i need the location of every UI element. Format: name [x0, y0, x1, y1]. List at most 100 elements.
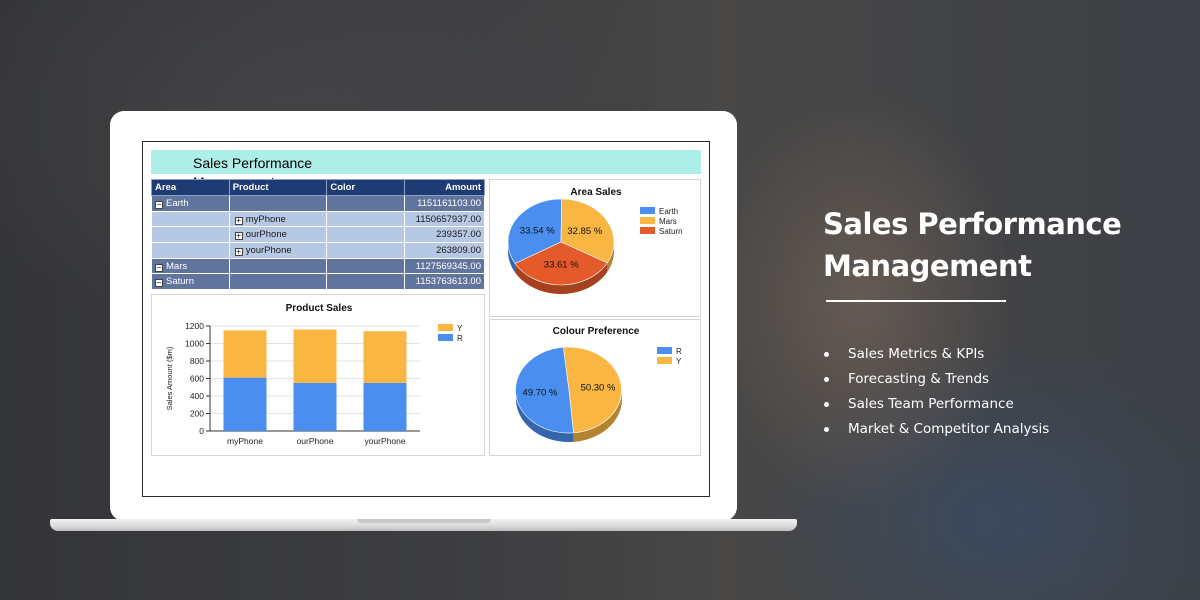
cell-amount-text: 263809.00: [436, 244, 481, 256]
expand-toggle-icon[interactable]: +: [234, 246, 243, 256]
cell-amount-text: 1127569345.00: [415, 260, 481, 272]
legend-swatch-Earth: [640, 207, 655, 214]
cell-area-text: Earth: [166, 197, 189, 209]
headline: Sales Performance Management: [823, 203, 1153, 287]
cell-color: [326, 273, 406, 291]
cell-area: [151, 226, 230, 244]
table-row: − Earth 1151161103.00: [151, 195, 485, 212]
legend-swatch-Saturn: [640, 227, 655, 234]
cell-amount: 1153763613.00: [404, 273, 485, 291]
table-header-row: Area Product Color Amount: [151, 179, 485, 196]
y-tick-label: 400: [190, 391, 204, 401]
cell-product: [228, 273, 328, 291]
cell-product-text: ourPhone: [245, 229, 287, 241]
cell-amount-text: 1151161103.00: [417, 197, 481, 209]
report-screen: Sales Performance Management Area Produc…: [142, 141, 710, 497]
cell-product: [228, 195, 328, 212]
colour-preference-svg: Colour Preference 49.70 % 50.30 % RY: [515, 326, 682, 442]
headline-divider: [826, 300, 1006, 302]
cell-amount-text: 1153763613.00: [415, 276, 481, 288]
legend-swatch-Y: [438, 324, 453, 331]
cell-amount: 1150657937.00: [404, 210, 485, 228]
cell-area: [151, 210, 230, 228]
y-tick-label: 800: [190, 356, 204, 366]
table-row: − Saturn 1153763613.00: [151, 273, 485, 291]
x-tick-label: myPhone: [227, 436, 263, 446]
expand-toggle-icon[interactable]: +: [234, 231, 243, 241]
cell-color: [326, 195, 406, 212]
cell-area: [151, 242, 230, 259]
pie-slice-Saturn: [514, 241, 608, 286]
pie-data-label: 32.85 %: [567, 226, 602, 237]
feature-list: Sales Metrics & KPIs Forecasting & Trend…: [822, 342, 1049, 442]
y-tick-label: 1000: [185, 339, 204, 349]
legend-swatch-R: [438, 334, 453, 341]
laptop-base: [50, 519, 797, 531]
cell-amount: 1151161103.00: [404, 195, 485, 212]
sales-table: Area Product Color Amount − Earth 11511611…: [151, 179, 485, 291]
y-tick-label: 1200: [185, 321, 204, 331]
expand-toggle-icon[interactable]: +: [234, 215, 243, 225]
column-header-product[interactable]: Product: [228, 179, 328, 196]
table-row: + myPhone 1150657937.00: [151, 210, 485, 228]
feature-item: Forecasting & Trends: [822, 367, 1049, 392]
cell-color: [326, 210, 406, 228]
product-sales-chart: Product Sales 0 200 400 600 800 1000 1200 Sales …: [151, 294, 485, 456]
bar-ourPhone-R: [293, 382, 337, 431]
y-axis-label: Sales Amount ($m): [165, 346, 174, 410]
y-tick-label: 600: [190, 374, 204, 384]
legend-swatch-Mars: [640, 217, 655, 224]
cell-product-text: yourPhone: [245, 244, 292, 256]
chart-title: Product Sales: [286, 303, 353, 314]
pie-data-label: 49.70 %: [523, 387, 558, 398]
cell-color: [326, 257, 406, 275]
pie-data-label: 50.30 %: [581, 383, 616, 394]
bar-ourPhone-Y: [293, 329, 337, 383]
headline-line-1: Sales Performance: [823, 207, 1122, 241]
legend-label: Saturn: [659, 227, 683, 236]
legend-label: Earth: [659, 207, 678, 216]
table-row: − Mars 1127569345.00: [151, 257, 485, 275]
pie-slice-R: [515, 346, 574, 434]
collapse-toggle-icon[interactable]: −: [155, 278, 163, 288]
product-sales-svg: Product Sales 0 200 400 600 800 1000 1200 Sales …: [165, 303, 463, 446]
column-header-color[interactable]: Color: [326, 179, 406, 196]
column-header-amount[interactable]: Amount: [404, 179, 485, 196]
pie-slice-Earth: [507, 198, 562, 264]
area-sales-svg: Area Sales 33.54 % 32.85 % 33.61 % EarthMars…: [507, 187, 683, 294]
feature-item: Sales Team Performance: [822, 392, 1049, 417]
pie-slice-Mars: [560, 198, 615, 264]
table-row: + yourPhone 263809.00: [151, 242, 485, 259]
cell-area-text: Mars: [166, 260, 188, 272]
cell-amount: 1127569345.00: [404, 257, 485, 275]
column-header-area[interactable]: Area: [151, 179, 230, 196]
cell-color: [326, 242, 406, 259]
pie-data-label: 33.61 %: [544, 259, 579, 270]
x-tick-label: ourPhone: [297, 436, 334, 446]
cell-product-text: myPhone: [245, 213, 286, 225]
collapse-toggle-icon[interactable]: −: [155, 199, 163, 209]
legend-label: R: [676, 347, 682, 356]
cell-area: − Mars: [151, 257, 230, 275]
cell-area: − Saturn: [151, 273, 230, 291]
pie-data-label: 33.54 %: [520, 226, 555, 237]
feature-item: Market & Competitor Analysis: [822, 417, 1049, 442]
legend-label: Y: [457, 324, 463, 333]
legend-label: Y: [676, 357, 682, 366]
bar-myPhone-R: [223, 377, 267, 431]
x-tick-label: yourPhone: [364, 436, 405, 446]
chart-title: Area Sales: [570, 187, 622, 198]
cell-amount: 239357.00: [404, 226, 485, 244]
cell-product: + ourPhone: [228, 226, 328, 244]
chart-title: Colour Preference: [553, 326, 640, 337]
legend-label: R: [457, 334, 463, 343]
headline-line-2: Management: [823, 249, 1032, 283]
y-tick-label: 0: [199, 426, 204, 436]
pie-wall-Y: [573, 390, 622, 442]
pie-slice-Y: [563, 346, 622, 434]
bar-myPhone-Y: [223, 330, 267, 378]
bar-yourPhone-R: [363, 382, 407, 431]
cell-area-text: Saturn: [166, 276, 194, 288]
collapse-toggle-icon[interactable]: −: [155, 262, 163, 272]
pie-wall-Saturn: [515, 262, 608, 294]
